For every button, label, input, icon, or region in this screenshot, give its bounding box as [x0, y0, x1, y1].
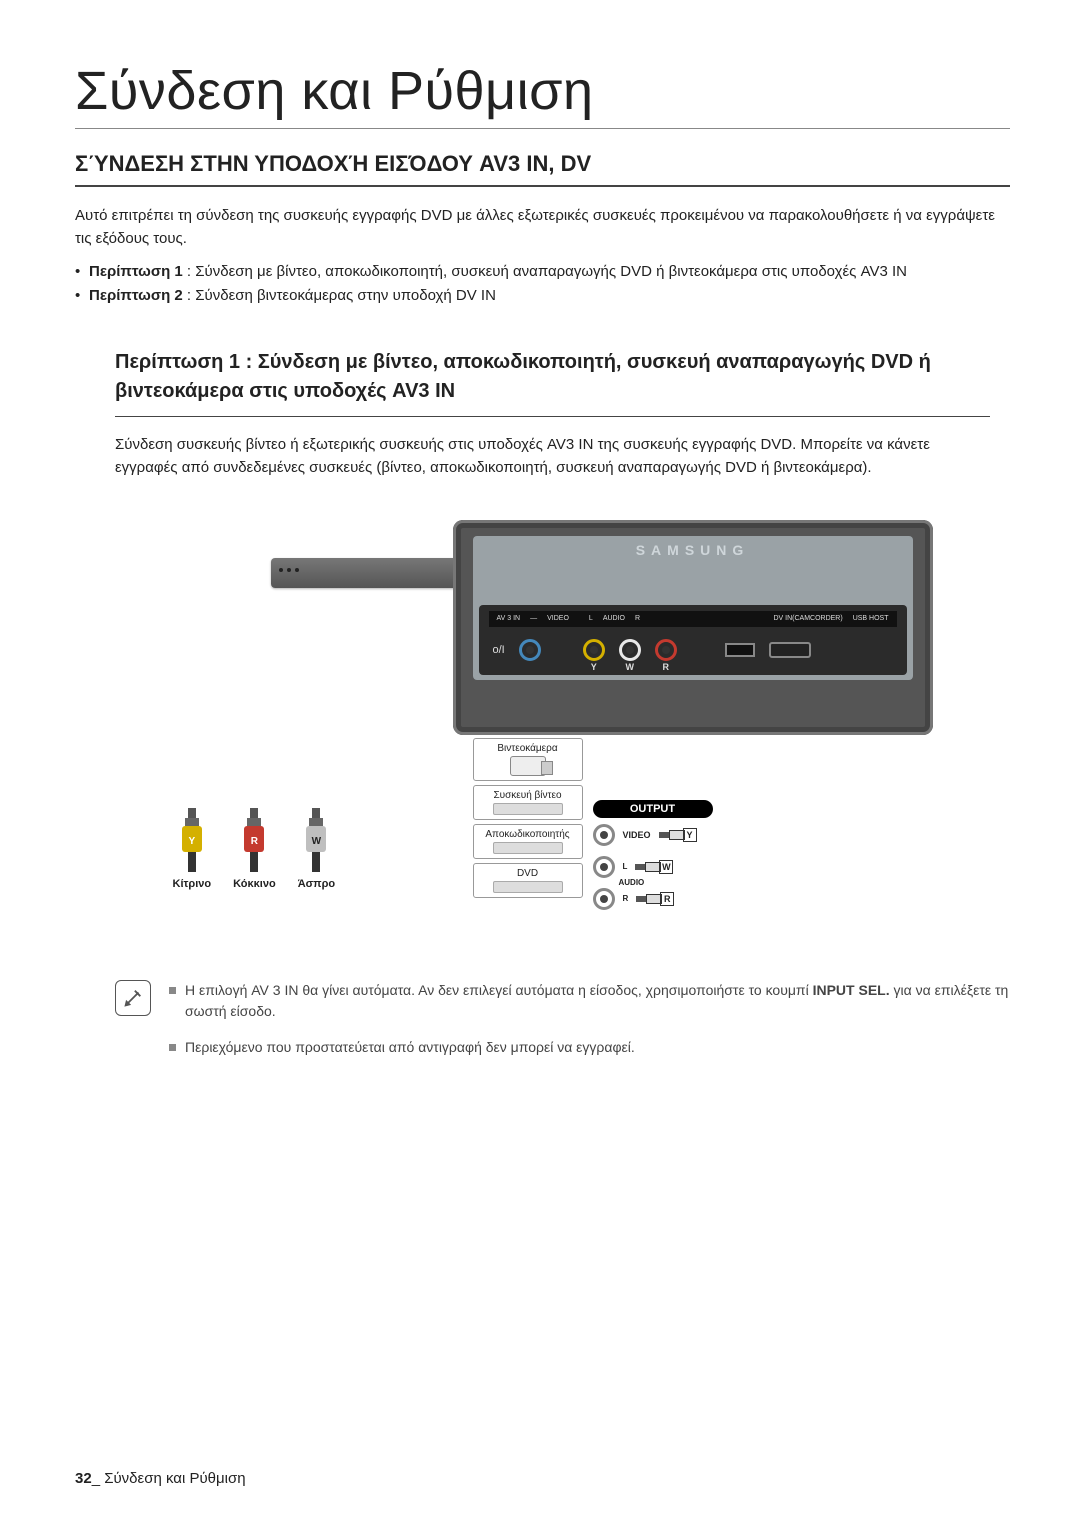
source-vcr: Συσκευή βίντεο [473, 785, 583, 820]
note-icon [115, 980, 151, 1016]
case-bullet-1-text: : Σύνδεση με βίντεο, αποκωδικοποιητή, συ… [183, 263, 907, 280]
source-decoder: Αποκωδικοποιητής [473, 824, 583, 859]
front-input-panel: AV 3 IN — VIDEO L AUDIO R DV IN(CAMCORDE… [479, 605, 907, 675]
footer-title: Σύνδεση και Ρύθμιση [104, 1470, 245, 1487]
jack-label-y: Y [591, 662, 597, 672]
strip-usb: USB HOST [853, 615, 889, 622]
page-footer: 32_ Σύνδεση και Ρύθμιση [75, 1470, 246, 1487]
intro-paragraph: Αυτό επιτρέπει τη σύνδεση της συσκευής ε… [75, 205, 1010, 250]
case-bullet-list: Περίπτωση 1 : Σύνδεση με βίντεο, αποκωδι… [75, 260, 1010, 308]
av3-video-jack: Y [583, 639, 605, 661]
mini-plug-r: R [636, 892, 670, 906]
rca-red: R Κόκκινο [233, 808, 276, 890]
av3-audio-l-jack: W [619, 639, 641, 661]
mini-plug-w: W [635, 860, 669, 874]
note-2-text: Περιεχόμενο που προστατεύεται από αντιγρ… [185, 1039, 635, 1055]
output-audio-l-sub: L [623, 862, 628, 871]
plug-tag-r: R [660, 892, 674, 906]
dv-in-port [725, 643, 755, 657]
footer-sep: _ [92, 1470, 105, 1487]
rca-yellow: Y Κίτρινο [173, 808, 212, 890]
av3-audio-r-jack: R [655, 639, 677, 661]
jack-label-w: W [625, 662, 634, 672]
rca-letter: Y [188, 836, 195, 847]
output-jack-audio-l [593, 856, 615, 878]
output-row-audio-r: AUDIO R R [593, 888, 713, 910]
output-jack-audio-r [593, 888, 615, 910]
notes-block: Η επιλογή AV 3 IN θα γίνει αυτόματα. Αν … [115, 980, 1010, 1073]
case-bullet-1-label: Περίπτωση 1 [89, 263, 183, 280]
strip-audio: AUDIO [603, 615, 625, 622]
output-audio-r-sub: R [623, 894, 629, 903]
rca-white-label: Άσπρο [298, 878, 335, 890]
power-button [519, 639, 541, 661]
output-audio-label: AUDIO [619, 878, 645, 887]
source-vcr-label: Συσκευή βίντεο [493, 790, 561, 801]
note-2: Περιεχόμενο που προστατεύεται από αντιγρ… [169, 1037, 1010, 1059]
section-heading: ΣΎΝΔΕΣΗ ΣΤΗΝ ΥΠΟΔΟΧΉ ΕΙΣΌΔΟΥ AV3 IN, DV [75, 151, 1010, 187]
output-block: OUTPUT VIDEO Y L W [593, 800, 713, 910]
usb-host-port [769, 642, 811, 658]
strip-audio-r: R [635, 615, 640, 622]
rca-white: W Άσπρο [298, 808, 335, 890]
strip-audio-l: L [589, 615, 593, 622]
source-dvd-label: DVD [517, 868, 538, 879]
power-label: o/I [493, 644, 505, 656]
rca-red-label: Κόκκινο [233, 878, 276, 890]
mini-plug-y: Y [659, 828, 693, 842]
rca-letter: W [312, 836, 321, 847]
source-camcorder: Βιντεοκάμερα [473, 738, 583, 781]
rca-plug-legend: Y Κίτρινο R Κόκκινο [173, 808, 336, 890]
tv-bezel: SAMSUNG AV 3 IN — VIDEO L AUDIO R DV IN(… [453, 520, 933, 735]
case-bullet-2: Περίπτωση 2 : Σύνδεση βιντεοκάμερας στην… [75, 284, 1010, 308]
strip-video: VIDEO [547, 615, 569, 622]
case-bullet-2-label: Περίπτωση 2 [89, 287, 183, 304]
panel-label-strip: AV 3 IN — VIDEO L AUDIO R DV IN(CAMCORDE… [489, 611, 897, 627]
note-1: Η επιλογή AV 3 IN θα γίνει αυτόματα. Αν … [169, 980, 1010, 1023]
case-bullet-2-text: : Σύνδεση βιντεοκάμερας στην υποδοχή DV … [183, 287, 496, 304]
output-jack-video [593, 824, 615, 846]
connection-diagram: SAMSUNG AV 3 IN — VIDEO L AUDIO R DV IN(… [173, 520, 933, 920]
source-camcorder-label: Βιντεοκάμερα [497, 743, 557, 754]
tv-logo: SAMSUNG [636, 542, 750, 558]
rca-letter: R [251, 836, 258, 847]
connection-wires [173, 520, 473, 670]
note-1-pre: Η επιλογή AV 3 IN θα γίνει αυτόματα. Αν … [185, 982, 813, 998]
output-title: OUTPUT [593, 800, 713, 818]
case1-body: Σύνδεση συσκευής βίντεο ή εξωτερικής συσ… [115, 433, 990, 480]
plug-tag-y: Y [683, 828, 697, 842]
note-1-bold: INPUT SEL. [813, 982, 890, 998]
case-bullet-1: Περίπτωση 1 : Σύνδεση με βίντεο, αποκωδι… [75, 260, 1010, 284]
case1-heading: Περίπτωση 1 : Σύνδεση με βίντεο, αποκωδι… [115, 348, 990, 417]
source-device-stack: Βιντεοκάμερα Συσκευή βίντεο Αποκωδικοποι… [473, 738, 583, 902]
source-dvd: DVD [473, 863, 583, 898]
page-title: Σύνδεση και Ρύθμιση [75, 60, 1010, 129]
output-row-audio-l: L W [593, 856, 713, 878]
jack-label-r: R [662, 662, 669, 672]
output-video-label: VIDEO [623, 830, 651, 840]
page-number: 32 [75, 1470, 92, 1487]
plug-tag-w: W [659, 860, 673, 874]
strip-dv: DV IN(CAMCORDER) [773, 615, 842, 622]
note-list: Η επιλογή AV 3 IN θα γίνει αυτόματα. Αν … [169, 980, 1010, 1073]
strip-avin: AV 3 IN [497, 615, 521, 622]
rca-yellow-label: Κίτρινο [173, 878, 212, 890]
source-decoder-label: Αποκωδικοποιητής [485, 829, 569, 840]
output-row-video: VIDEO Y [593, 824, 713, 846]
